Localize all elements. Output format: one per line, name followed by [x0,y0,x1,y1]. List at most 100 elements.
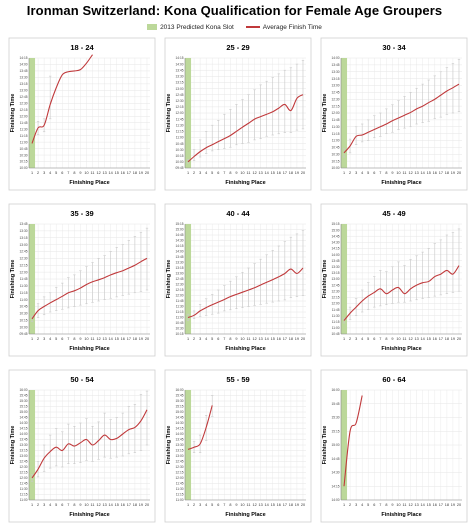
y-tick-label: 11:00 [176,316,184,320]
average-finish-line [31,257,148,320]
y-tick-label: 11:15 [332,320,340,324]
y-tick-label: 12:30 [20,257,28,261]
kona-slot-band [341,224,348,334]
kona-slot-band [341,390,348,500]
average-finish-line [343,83,460,154]
x-tick-label: 13 [415,503,419,507]
x-tick-label: 12 [252,503,256,507]
y-tick-label: 11:45 [176,482,184,486]
x-tick-label: 2 [349,171,351,175]
x-tick-label: 17 [283,171,287,175]
y-tick-label: 12:15 [176,471,184,475]
y-tick-label: 12:30 [332,97,340,101]
x-tick-label: 8 [73,171,75,175]
x-tick-label: 13 [259,337,263,341]
x-tick-label: 20 [145,171,149,175]
y-tick-label: 14:15 [176,244,184,248]
y-tick-label: 14:15 [332,484,340,488]
y-tick-label: 13:00 [332,277,340,281]
y-tick-label: 11:15 [176,493,184,497]
y-tick-label: 09:45 [20,332,28,336]
x-tick-label: 17 [127,171,131,175]
y-tick-label: 11:00 [176,498,184,502]
x-tick-label: 13 [259,171,263,175]
x-tick-label: 6 [217,503,219,507]
x-tick-label: 15 [115,503,119,507]
x-tick-label: 11 [247,337,251,341]
y-tick-label: 14:45 [176,416,184,420]
x-tick-label: 17 [439,503,443,507]
x-tick-label: 18 [133,503,137,507]
x-tick-label: 7 [379,171,381,175]
x-tick-label: 3 [355,503,357,507]
y-tick-label: 13:00 [20,89,28,93]
x-tick-label: 14 [265,503,269,507]
x-tick-label: 12 [96,337,100,341]
x-axis-label: Finishing Place [69,346,109,352]
x-tick-label: 9 [235,337,237,341]
x-tick-label: 19 [451,171,455,175]
x-tick-label: 11 [91,337,95,341]
legend-item-slot: 2013 Predicted Kona Slot [147,24,234,31]
x-tick-label: 19 [295,503,299,507]
y-tick-label: 11:30 [176,305,184,309]
x-tick-label: 7 [67,337,69,341]
x-axis-label: Finishing Place [381,180,421,186]
x-tick-label: 8 [385,337,387,341]
x-tick-label: 5 [367,171,369,175]
y-tick-label: 12:15 [20,263,28,267]
x-tick-label: 16 [121,503,125,507]
y-axis-label: Finishing Time [10,426,16,465]
y-tick-label: 13:30 [20,76,28,80]
x-tick-label: 12 [408,503,412,507]
x-tick-label: 6 [61,171,63,175]
x-tick-label: 4 [361,503,363,507]
x-tick-label: 14 [109,171,113,175]
x-tick-label: 16 [433,171,437,175]
y-tick-label: 12:30 [20,101,28,105]
y-tick-label: 14:45 [332,457,340,461]
x-tick-label: 20 [457,171,461,175]
x-tick-label: 14 [109,503,113,507]
y-tick-label: 10:30 [20,312,28,316]
y-tick-label: 14:00 [20,432,28,436]
x-tick-label: 9 [391,503,393,507]
x-tick-label: 6 [373,503,375,507]
y-tick-label: 14:30 [332,471,340,475]
y-tick-label: 11:30 [332,125,340,129]
x-tick-label: 2 [193,503,195,507]
x-tick-label: 4 [205,337,207,341]
x-tick-label: 10 [396,503,400,507]
y-tick-label: 15:45 [332,402,340,406]
x-tick-label: 5 [211,171,213,175]
x-tick-label: 15 [427,337,431,341]
average-finish-line [31,409,148,479]
y-tick-label: 13:30 [20,229,28,233]
y-tick-label: 10:30 [176,148,184,152]
y-tick-label: 16:00 [20,388,28,392]
x-tick-label: 8 [385,503,387,507]
x-tick-label: 20 [301,503,305,507]
y-tick-label: 13:00 [176,272,184,276]
y-tick-label: 10:45 [176,321,184,325]
x-tick-label: 9 [235,171,237,175]
x-tick-label: 14 [421,503,425,507]
x-tick-label: 18 [445,503,449,507]
y-tick-label: 11:15 [176,130,184,134]
x-tick-label: 7 [67,171,69,175]
y-tick-label: 11:30 [332,314,340,318]
y-tick-label: 10:45 [20,305,28,309]
x-tick-label: 4 [361,337,363,341]
x-tick-label: 16 [121,171,125,175]
x-tick-label: 9 [235,503,237,507]
kona-slot-band [185,58,192,168]
y-tick-label: 13:30 [332,265,340,269]
y-tick-label: 14:00 [332,498,340,502]
x-tick-label: 19 [295,337,299,341]
x-tick-label: 3 [355,171,357,175]
y-tick-label: 13:15 [20,82,28,86]
x-tick-label: 2 [193,171,195,175]
x-tick-label: 3 [43,503,45,507]
chart-title: 30 - 34 [382,43,406,52]
